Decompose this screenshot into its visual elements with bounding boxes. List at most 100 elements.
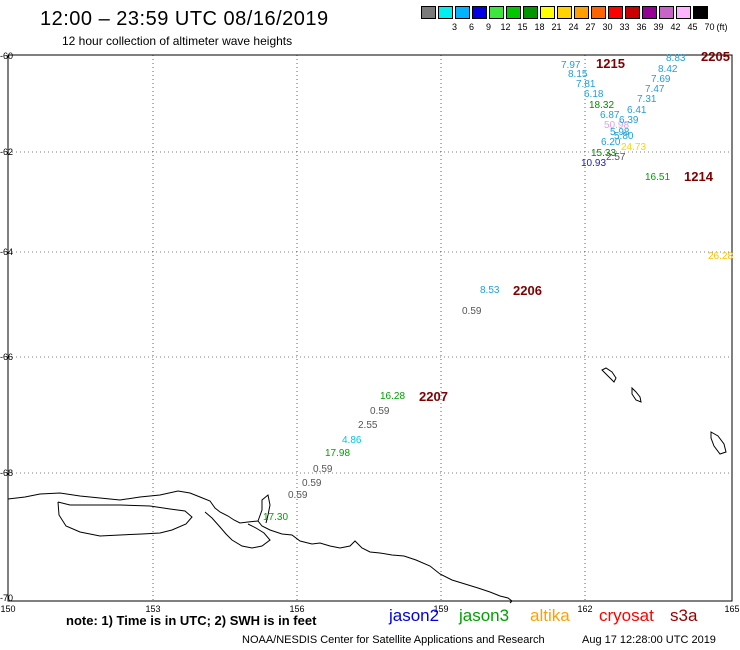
colorbar-tick-label: 45 [687,22,698,32]
wave-height-label: 8.53 [480,285,500,296]
wave-height-label: 16.51 [645,172,670,183]
colorbar-unit: (ft) [716,22,728,32]
longitude-tick-label: 162 [577,604,592,614]
wave-height-label: 7.97 [561,60,581,71]
track-id-label: 1214 [684,169,714,184]
wave-height-label: 0.59 [313,464,333,475]
coastline [7,367,727,604]
generated-timestamp: Aug 17 12:28:00 UTC 2019 [582,634,716,646]
wave-height-label: 15.33 [591,148,616,159]
island-1 [601,367,617,383]
colorbar-swatch [642,6,657,19]
wave-height-label: 8.83 [666,53,686,64]
latitude-tick-label: -60 [0,51,13,61]
track-id-label: 2206 [513,283,542,298]
track-id-label: 2205 [701,49,730,64]
colorbar-swatch [557,6,572,19]
wave-height-label: 50.98 [604,120,629,131]
wave-height-label: 6.87 [600,110,620,121]
wave-height-label: 16.28 [380,391,405,402]
coastline-antarctica [7,490,513,604]
wave-height-label: 0.59 [302,478,322,489]
colorbar-tick-label: 36 [636,22,647,32]
satellite-name-altika: altika [530,606,570,625]
colorbar-tick-label: 18 [534,22,545,32]
wave-height-label: 2.55 [358,420,378,431]
satellite-name-jason2: jason2 [389,606,440,625]
wave-height-label: 7.69 [651,74,671,85]
latitude-tick-label: -66 [0,352,13,362]
track-labels: 1215 2205 1214 2206 2207 [419,49,730,404]
wave-height-label: 5.98 [610,127,630,138]
track-id-label: 2207 [419,389,448,404]
colorbar-swatch [625,6,640,19]
colorbar-tick-label: 3 [451,22,457,32]
colorbar-tick-label: 39 [653,22,664,32]
colorbar-swatch [659,6,674,19]
map-subtitle: 12 hour collection of altimeter wave hei… [62,34,293,48]
wave-height-label: 7.81 [576,79,596,90]
colorbar-swatch [523,6,538,19]
colorbar-tick-label: 27 [585,22,596,32]
wave-height-label: 7.31 [637,94,657,105]
colorbar-swatch [472,6,487,19]
coastline-cape [257,494,271,524]
island-3 [710,431,727,455]
latitude-tick-label: -68 [0,468,13,478]
coastline-inlet [57,501,193,537]
colorbar-swatch [693,6,708,19]
wave-height-label: 17.98 [325,448,350,459]
wave-height-label: 6.39 [619,115,639,126]
wave-height-label: 6.41 [627,105,647,116]
wave-height-label: 6.18 [584,89,604,100]
wave-height-label: 8.42 [658,64,678,75]
credit-line: NOAA/NESDIS Center for Satellite Applica… [242,634,545,646]
wave-height-label: 10.93 [581,158,606,169]
wave-height-label: 0.59 [462,306,482,317]
longitude-tick-label: 159 [433,604,448,614]
satellite-name-s3a: s3a [670,606,698,625]
latitude-tick-label: -70 [0,593,13,603]
wave-height-label: 18.32 [589,100,614,111]
latitude-tick-label: -64 [0,247,13,257]
latitude-tick-label: -62 [0,147,13,157]
wave-height-label: 2.57 [606,152,626,163]
colorbar-tick-label: 24 [568,22,579,32]
footer-note: note: 1) Time is in UTC; 2) SWH is in fe… [66,613,317,628]
wave-height-label: 0.59 [370,406,390,417]
colorbar-tick-label: 30 [602,22,613,32]
colorbar-swatch [489,6,504,19]
colorbar-tick-label: 33 [619,22,630,32]
map-frame [7,54,733,602]
colorbar-tick-label: 15 [517,22,528,32]
colorbar-tick-label: 70 [704,22,715,32]
colorbar-swatch [608,6,623,19]
colorbar-swatch [540,6,555,19]
longitude-tick-label: 150 [0,604,15,614]
wave-height-label: 17.30 [263,512,288,523]
wave-height-label: 4.86 [342,435,362,446]
satellite-name-cryosat: cryosat [599,606,654,625]
longitude-tick-label: 156 [289,604,304,614]
wave-height-label: 5.80 [614,131,634,142]
colorbar-tick-label: 42 [670,22,681,32]
wave-height-label: 7.47 [645,84,665,95]
island-2 [631,386,642,403]
colorbar-swatch [506,6,521,19]
map-title: 12:00 – 23:59 UTC 08/16/2019 [40,8,329,30]
longitude-tick-label: 153 [145,604,160,614]
colorbar-tick-label: 12 [500,22,511,32]
track-id-label: 1215 [596,56,625,71]
colorbar-tick-label: 21 [551,22,562,32]
wave-height-observations: 7.978.157.816.1818.326.8750.985.986.2015… [263,53,733,523]
colorbar-swatch [455,6,470,19]
colorbar-swatch [421,6,436,19]
colorbar-tick-label: 9 [485,22,491,32]
colorbar-tick-label: 6 [468,22,474,32]
wave-height-label: 8.15 [568,69,588,80]
colorbar-swatch [574,6,589,19]
axis-ticks: 150 153 156 159 162 165 -60 -62 -64 -66 -68 -70 [0,51,740,614]
wave-height-label: 24.73 [621,142,646,153]
wave-height-label: 26.28 [708,251,733,262]
